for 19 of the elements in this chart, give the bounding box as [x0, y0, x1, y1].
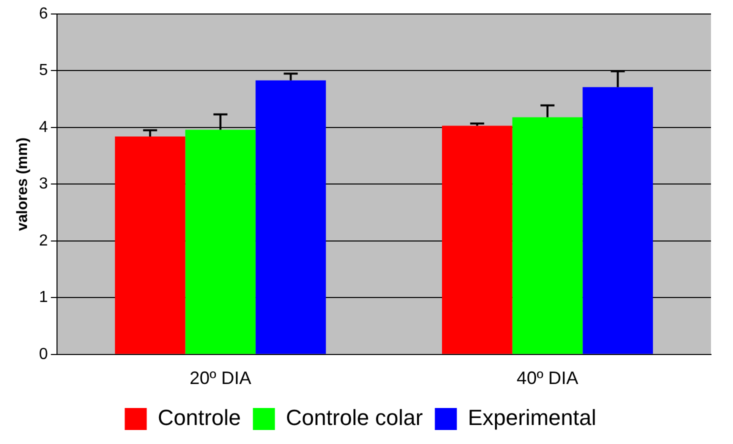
y-axis-title: valores (mm) — [14, 138, 32, 231]
y-tick-label: 6 — [38, 5, 48, 22]
y-tick-label: 0 — [38, 346, 48, 363]
y-tick-label: 1 — [38, 289, 48, 306]
y-tick-label: 5 — [38, 62, 48, 80]
bar — [256, 80, 326, 354]
x-tick-label: 40º DIA — [516, 368, 578, 388]
legend-label: Controle — [158, 405, 241, 430]
bar — [512, 117, 583, 354]
y-tick-label: 2 — [38, 232, 48, 250]
legend-label: Controle colar — [286, 405, 423, 430]
x-tick-label: 20º DIA — [190, 368, 252, 388]
bar — [114, 136, 186, 354]
bar — [582, 87, 653, 354]
y-tick-label: 4 — [38, 118, 48, 136]
y-tick-label: 3 — [38, 176, 48, 193]
bar — [442, 126, 512, 354]
legend-label: Experimental — [468, 405, 596, 430]
bar — [185, 130, 256, 354]
